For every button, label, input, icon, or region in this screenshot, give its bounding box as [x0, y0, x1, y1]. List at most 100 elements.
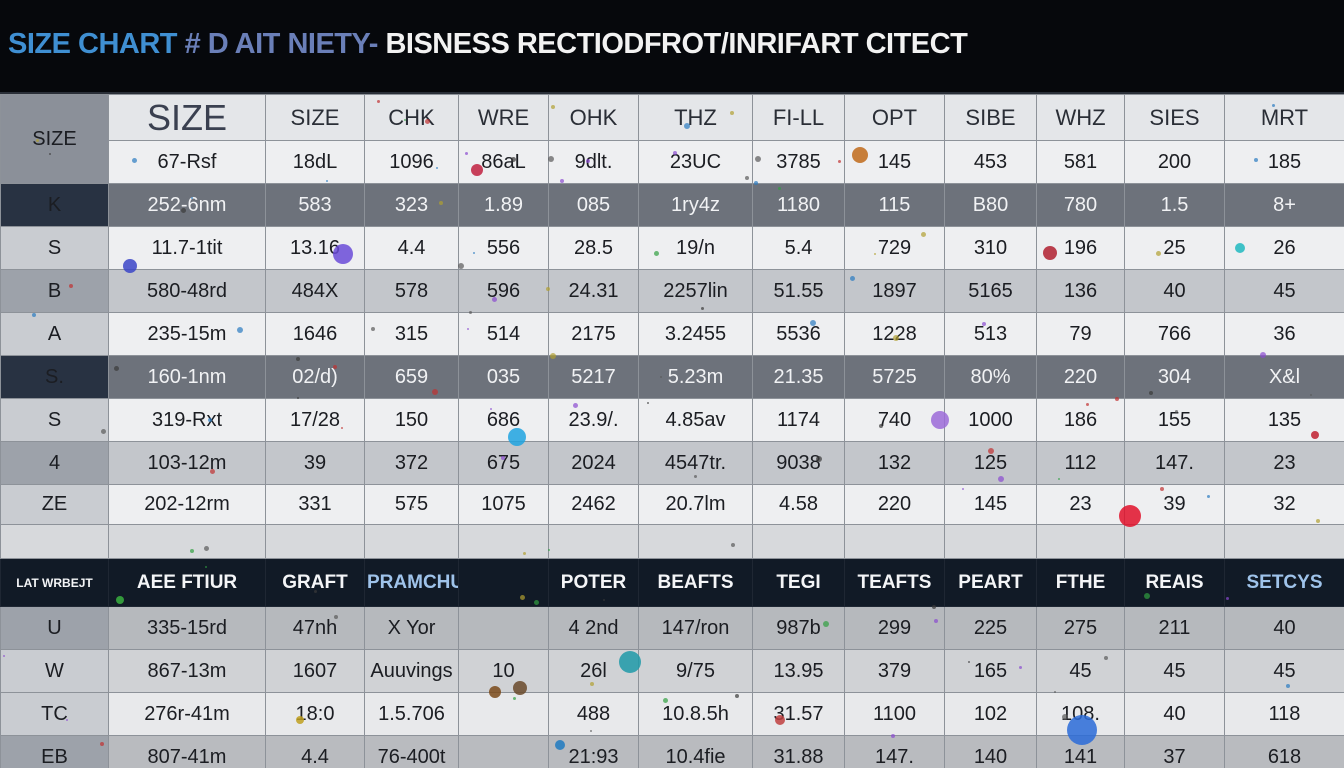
table-cell: 150	[364, 398, 459, 442]
section-column-header: REAIS	[1124, 558, 1225, 607]
table-cell: 220	[1036, 355, 1125, 399]
table-cell: 165	[944, 649, 1037, 693]
row-label: TC	[0, 692, 109, 736]
table-cell: 987b	[752, 606, 845, 650]
column-header: SIES	[1124, 94, 1225, 141]
table-cell: 372	[364, 441, 459, 485]
table-cell: 23	[1224, 441, 1344, 485]
title-part-3: BISNESS RECTIODFROT/INRIFART CITECT	[385, 28, 968, 60]
table-cell: 145	[844, 140, 945, 184]
section-header-label: LAT WRBEJT	[0, 558, 109, 607]
section-column-header: AEE FTIUR	[108, 558, 266, 607]
table-cell: 31.88	[752, 735, 845, 768]
table-cell: 659	[364, 355, 459, 399]
table-cell: 9/75	[638, 649, 753, 693]
table-cell: 39	[1124, 484, 1225, 525]
empty-cell	[548, 524, 639, 559]
table-cell: 18dL	[265, 140, 365, 184]
table-cell: 21.35	[752, 355, 845, 399]
row-label: W	[0, 649, 109, 693]
table-cell: 4.4	[364, 226, 459, 270]
column-header: THZ	[638, 94, 753, 141]
table-cell: 5217	[548, 355, 639, 399]
table-cell: 202-12rm	[108, 484, 266, 525]
table-cell: 618	[1224, 735, 1344, 768]
table-cell: 1000	[944, 398, 1037, 442]
table-cell: 225	[944, 606, 1037, 650]
column-header: OPT	[844, 94, 945, 141]
table-cell: 196	[1036, 226, 1125, 270]
table-cell: 25	[1124, 226, 1225, 270]
table-cell: 1174	[752, 398, 845, 442]
table-row: TC 276r-41m 18:0 1.5.706 488 10.8.5h 31.57 1100…	[0, 692, 1344, 736]
table-cell	[458, 692, 549, 736]
table-row: EB 807-41m 4.4 76-400t 21:93 10.4fie 31.88 147.…	[0, 735, 1344, 768]
table-cell: 200	[1124, 140, 1225, 184]
table-cell: 9038	[752, 441, 845, 485]
table-cell	[458, 606, 549, 650]
table-cell: 40	[1224, 606, 1344, 650]
table-cell: 1ry4z	[638, 183, 753, 227]
empty-cell	[265, 524, 365, 559]
table-cell: 1897	[844, 269, 945, 313]
table-cell: 79	[1036, 312, 1125, 356]
table-cell: 10.8.5h	[638, 692, 753, 736]
section-column-header: TEGI	[752, 558, 845, 607]
column-header: WHZ	[1036, 94, 1125, 141]
table-cell: 51.55	[752, 269, 845, 313]
table-cell: 103-12m	[108, 441, 266, 485]
table-cell: 5725	[844, 355, 945, 399]
row-label: S	[0, 226, 109, 270]
table-cell: 45	[1224, 649, 1344, 693]
empty-cell	[1224, 524, 1344, 559]
table-cell: 4.4	[265, 735, 365, 768]
table-cell: 125	[944, 441, 1037, 485]
table-cell: 36	[1224, 312, 1344, 356]
table-cell: 514	[458, 312, 549, 356]
table-cell: 17/28	[265, 398, 365, 442]
table-cell: 3.2455	[638, 312, 753, 356]
row-label: 4	[0, 441, 109, 485]
title-part-2: # D AIT NIETY-	[184, 28, 379, 60]
size-chart-table: SIZE SIZE SIZE CHK WRE OHK THZ FI-LL OPT SIBE WHZ S…	[0, 94, 1344, 768]
section-column-header: PEART	[944, 558, 1037, 607]
table-cell: 583	[265, 183, 365, 227]
table-cell: 26	[1224, 226, 1344, 270]
table-cell: 19/n	[638, 226, 753, 270]
table-row: B 580-48rd 484X 578 596 24.31 2257lin 51.55 1897…	[0, 269, 1344, 313]
table-cell: 5536	[752, 312, 845, 356]
table-cell: 484X	[265, 269, 365, 313]
column-header: SIZE	[108, 94, 266, 141]
title-part-1: SIZE CHART	[8, 28, 178, 60]
row-label: S	[0, 398, 109, 442]
column-header: CHK	[364, 94, 459, 141]
table-cell: 867-13m	[108, 649, 266, 693]
table-cell: 115	[844, 183, 945, 227]
table-cell: 4.58	[752, 484, 845, 525]
table-cell: 575	[364, 484, 459, 525]
table-cell: 675	[458, 441, 549, 485]
section-column-header: BEAFTS	[638, 558, 753, 607]
table-cell: 118	[1224, 692, 1344, 736]
table-cell: 331	[265, 484, 365, 525]
table-cell: 596	[458, 269, 549, 313]
table-cell: 02/d)	[265, 355, 365, 399]
table-cell: 31.57	[752, 692, 845, 736]
row-label: ZE	[0, 484, 109, 525]
table-row: W 867-13m 1607 Auuvings 10 26l 9/75 13.95 379 165…	[0, 649, 1344, 693]
table-cell: 185	[1224, 140, 1344, 184]
table-cell: 2024	[548, 441, 639, 485]
table-cell: 3785	[752, 140, 845, 184]
column-header: WRE	[458, 94, 549, 141]
table-cell: 1.89	[458, 183, 549, 227]
table-cell: 135	[1224, 398, 1344, 442]
table-cell: 488	[548, 692, 639, 736]
column-header: OHK	[548, 94, 639, 141]
title-bar: SIZE CHART # D AIT NIETY- BISNESS RECTIO…	[0, 0, 1344, 94]
section-column-header: GRAFT	[265, 558, 365, 607]
table-cell: 1075	[458, 484, 549, 525]
table-cell: 67-Rsf	[108, 140, 266, 184]
table-row: A 235-15m 1646 315 514 2175 3.2455 5536 1228 513 7…	[0, 312, 1344, 356]
table-cell: 1646	[265, 312, 365, 356]
